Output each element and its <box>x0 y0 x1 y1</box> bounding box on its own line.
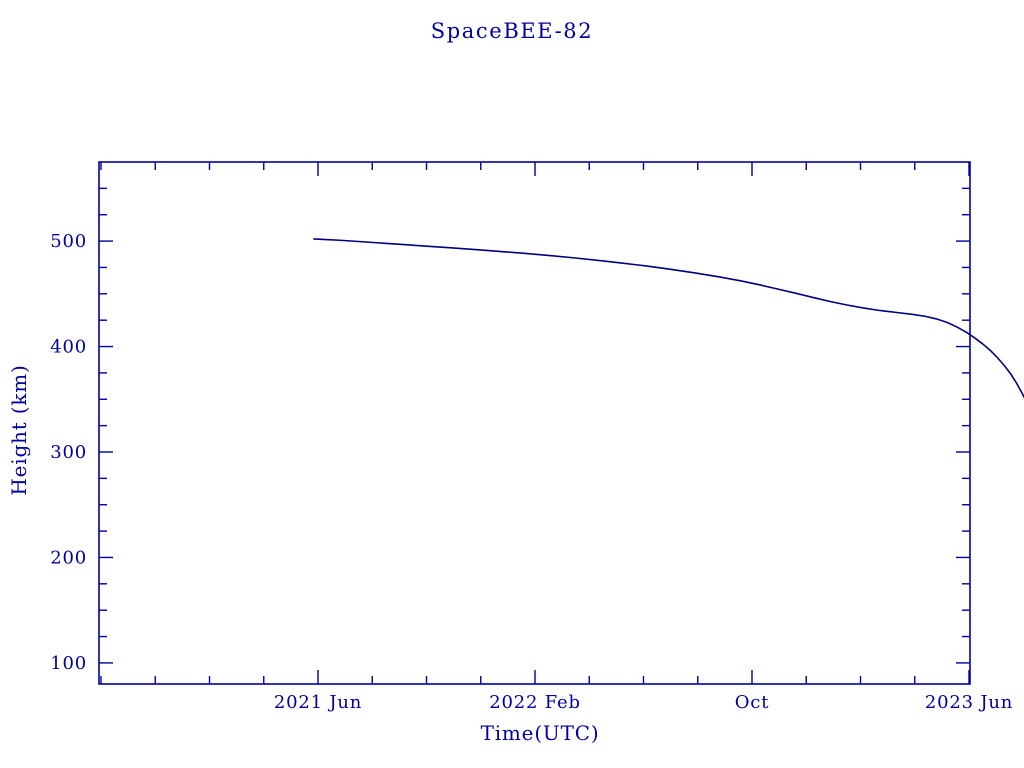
y-tick-label-300: 300 <box>50 442 87 463</box>
y-axis-minor-ticks <box>99 187 970 638</box>
y-tick-label-400: 400 <box>50 337 87 358</box>
y-axis-major-ticks <box>99 240 970 664</box>
y-axis-tick-labels: 100 200 300 400 500 <box>50 231 87 674</box>
y-axis-title: Height (km) <box>7 364 31 495</box>
x-tick-label-2: Oct <box>735 692 769 713</box>
y-tick-label-200: 200 <box>50 547 87 568</box>
x-tick-label-3: 2023 Jun <box>925 692 1013 713</box>
y-tick-label-100: 100 <box>50 653 87 674</box>
height-decay-curve <box>313 238 1024 399</box>
x-tick-label-1: 2022 Feb <box>489 692 581 713</box>
y-tick-label-500: 500 <box>50 231 87 252</box>
plot-frame <box>98 161 971 685</box>
chart-title: SpaceBEE-82 <box>431 19 593 43</box>
x-tick-label-0: 2021 Jun <box>274 692 362 713</box>
x-axis-major-ticks <box>317 162 970 684</box>
x-axis-minor-ticks <box>100 162 916 684</box>
x-axis-tick-labels: 2021 Jun 2022 Feb Oct 2023 Jun <box>274 692 1013 713</box>
x-axis-title: Time(UTC) <box>481 721 600 745</box>
